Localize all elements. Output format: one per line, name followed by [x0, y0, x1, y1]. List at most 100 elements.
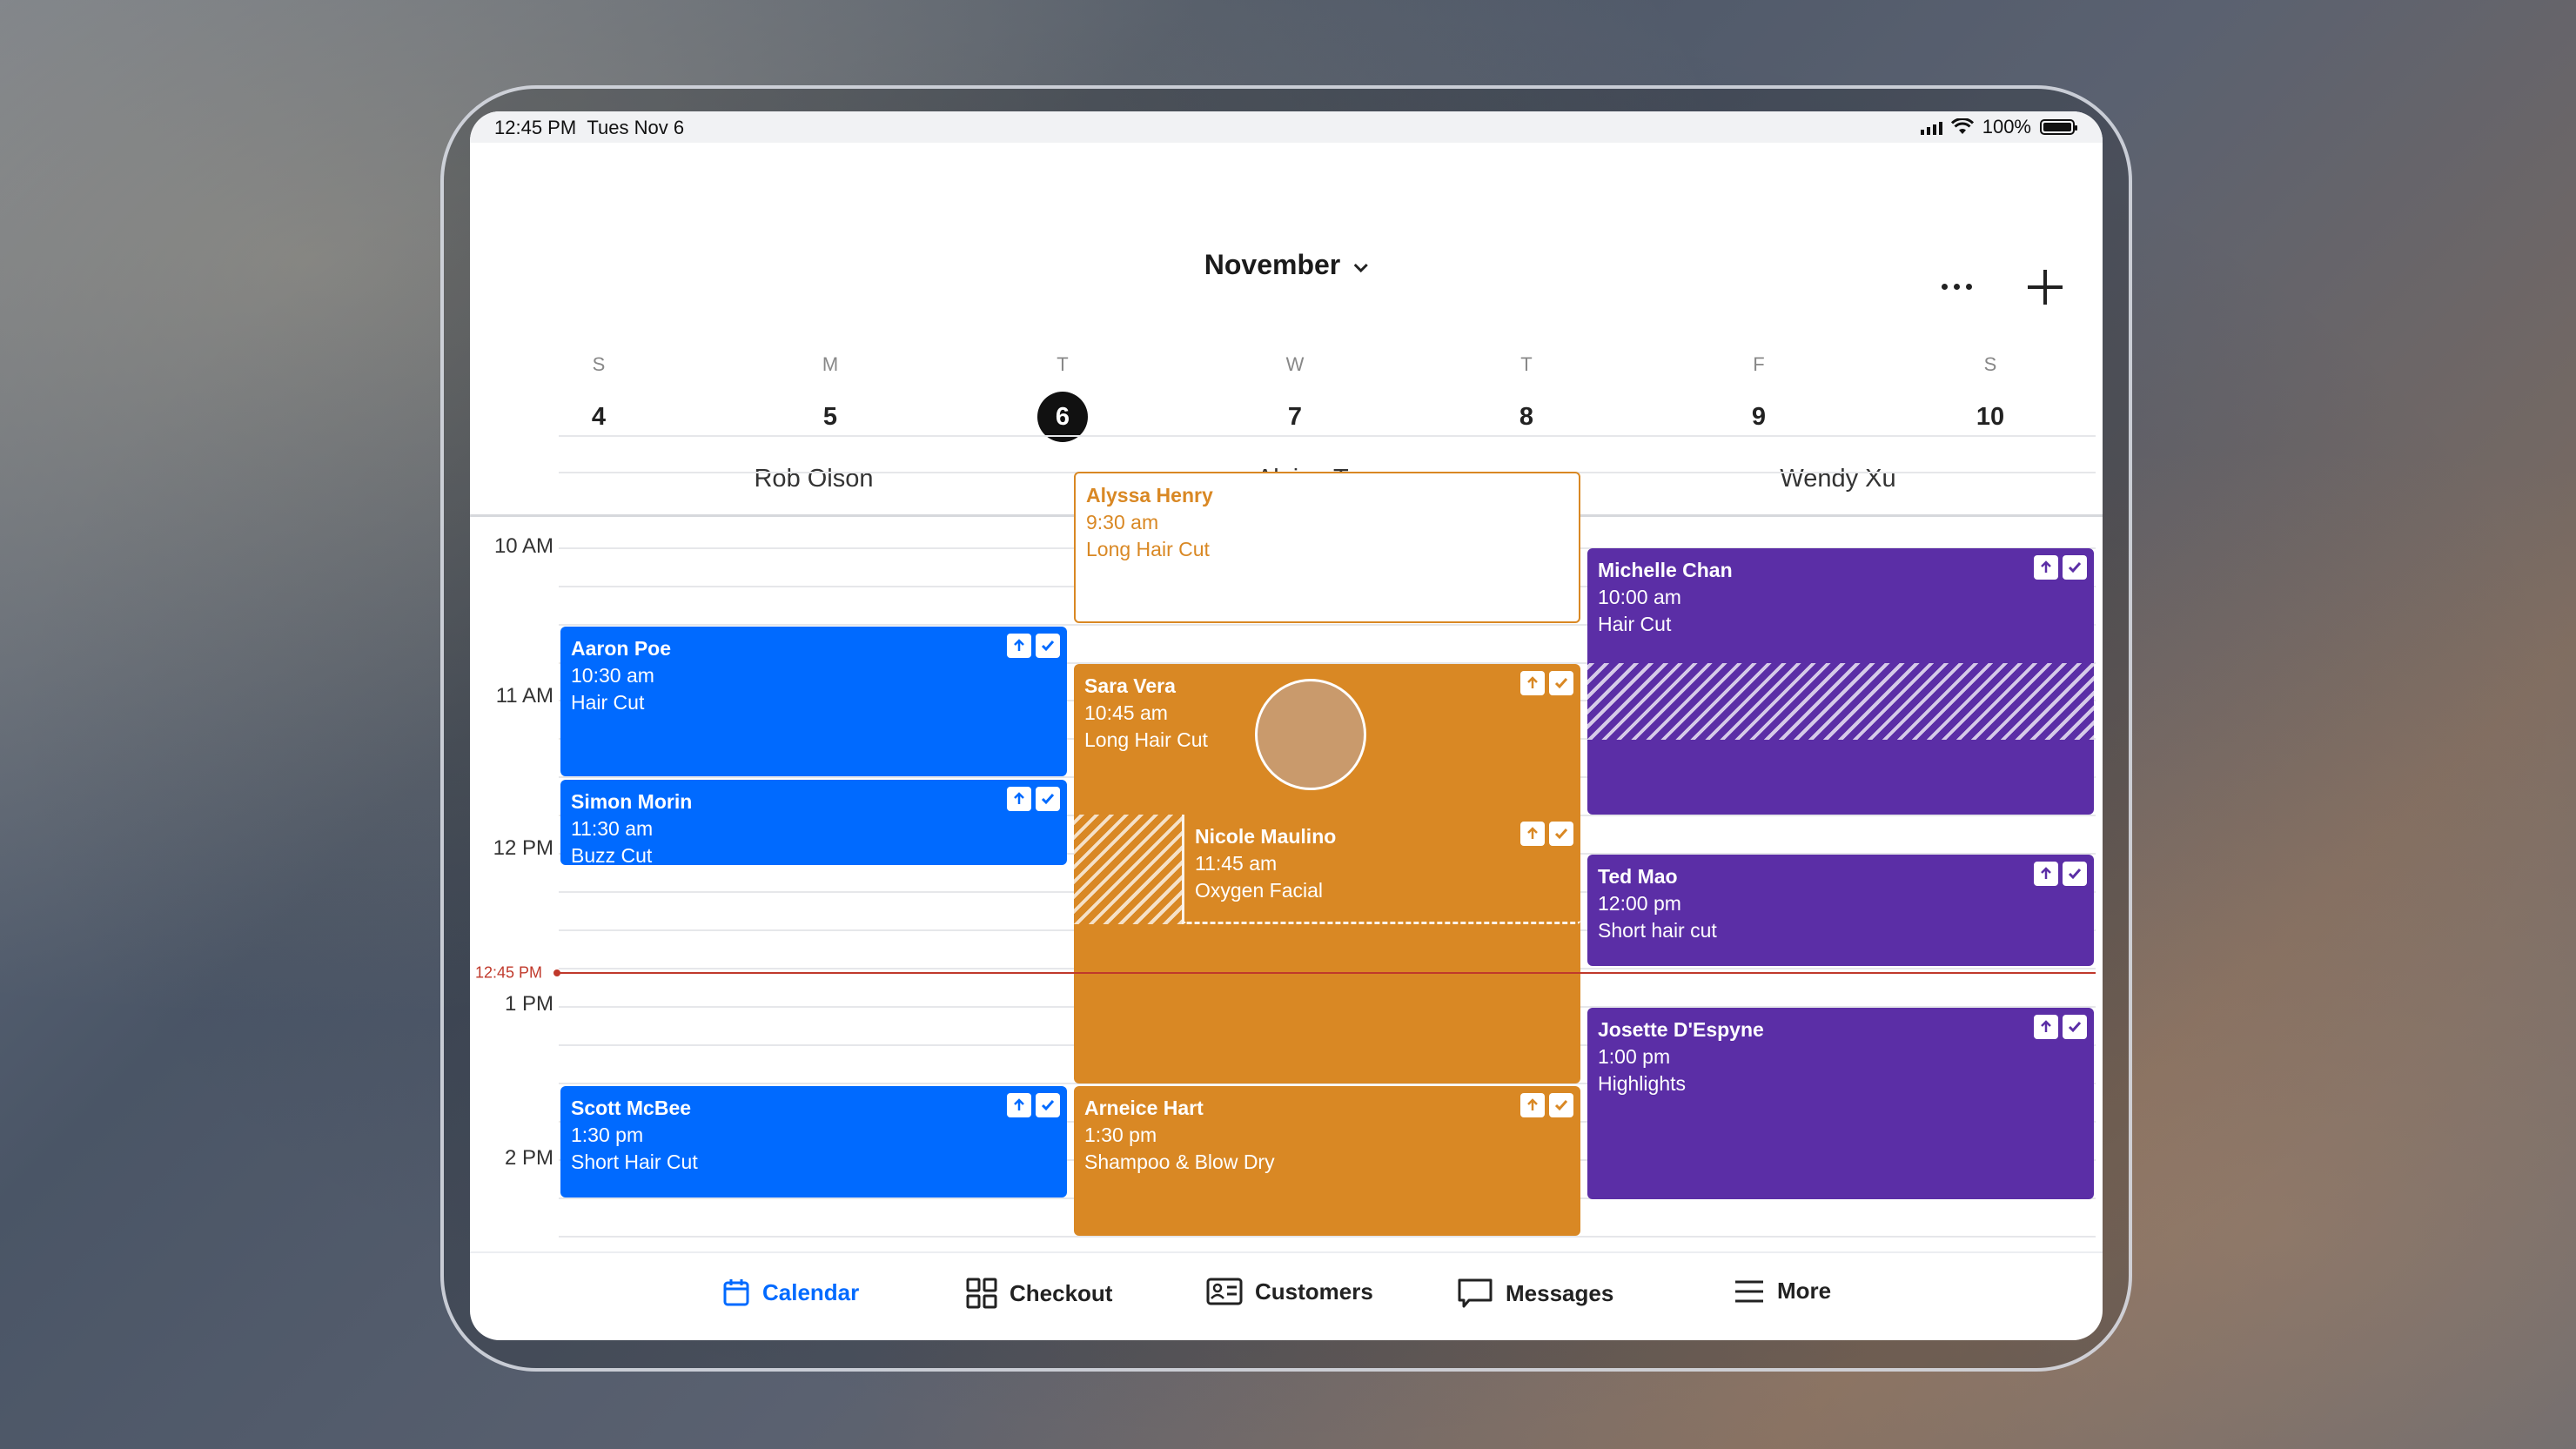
- service-name: Oxygen Facial: [1195, 879, 1324, 902]
- appointment-time: 1:00 pm: [1598, 1045, 1671, 1068]
- buffer-hatch: [1587, 663, 2094, 740]
- tab-customers[interactable]: Customers: [1206, 1278, 1373, 1305]
- appointment-card[interactable]: Alyssa Henry 9:30 am Long Hair Cut: [1074, 472, 1580, 623]
- check-icon[interactable]: [2063, 1015, 2087, 1039]
- grid-line: [559, 624, 2096, 626]
- tab-messages[interactable]: Messages: [1457, 1278, 1613, 1309]
- client-name: Sara Vera: [1084, 674, 1176, 697]
- appointment-time: 11:45 am: [1195, 852, 1278, 875]
- client-name: Michelle Chan: [1598, 559, 1733, 581]
- month-label: November: [1204, 249, 1341, 280]
- arrow-up-icon[interactable]: [1520, 671, 1545, 695]
- appointment-time: 12:00 pm: [1598, 892, 1681, 915]
- check-icon[interactable]: [1036, 1093, 1060, 1117]
- client-name: Josette D'Espyne: [1598, 1018, 1764, 1041]
- check-icon[interactable]: [2063, 862, 2087, 886]
- appointment-time: 10:45 am: [1084, 701, 1168, 724]
- grid-line: [559, 435, 2096, 437]
- appointment-card[interactable]: Nicole Maulino 11:45 am Oxygen Facial: [1182, 815, 1580, 924]
- tab-checkout[interactable]: Checkout: [966, 1278, 1112, 1309]
- battery-percent: 100%: [1982, 116, 2031, 138]
- add-appointment-button[interactable]: [2028, 270, 2063, 305]
- contact-card-icon: [1206, 1278, 1243, 1305]
- client-name: Arneice Hart: [1084, 1097, 1204, 1119]
- client-name: Simon Morin: [571, 790, 693, 813]
- client-avatar: [1255, 679, 1366, 790]
- arrow-up-icon[interactable]: [1007, 634, 1031, 658]
- battery-icon: [2040, 119, 2077, 135]
- arrow-up-icon[interactable]: [1007, 787, 1031, 811]
- tab-label: Messages: [1506, 1279, 1614, 1306]
- day-letter: M: [822, 353, 839, 375]
- tab-calendar[interactable]: Calendar: [722, 1278, 859, 1307]
- buffer-hatch: [1074, 815, 1182, 924]
- hour-label: 11 AM: [495, 684, 553, 708]
- check-icon[interactable]: [1036, 787, 1060, 811]
- appointment-card[interactable]: Simon Morin 11:30 am Buzz Cut: [560, 780, 1067, 865]
- check-icon[interactable]: [1549, 671, 1573, 695]
- check-icon[interactable]: [1549, 1093, 1573, 1117]
- more-options-icon[interactable]: [1942, 284, 1972, 290]
- bottom-tab-bar: Calendar Checkout Customers Messages Mor…: [470, 1251, 2103, 1340]
- arrow-up-icon[interactable]: [1520, 1093, 1545, 1117]
- tab-label: Calendar: [762, 1278, 860, 1305]
- service-name: Buzz Cut: [571, 844, 653, 865]
- appointment-card[interactable]: Ted Mao 12:00 pm Short hair cut: [1587, 855, 2094, 966]
- current-time-dot: [553, 969, 560, 976]
- client-name: Ted Mao: [1598, 865, 1678, 888]
- day-letter: S: [592, 353, 606, 375]
- appointment-card[interactable]: Scott McBee 1:30 pm Short Hair Cut: [560, 1086, 1067, 1197]
- month-selector[interactable]: November: [1204, 249, 1369, 281]
- client-name: Scott McBee: [571, 1097, 692, 1119]
- grid-line: [559, 1236, 2096, 1238]
- day-letter: T: [1057, 353, 1069, 375]
- check-icon[interactable]: [2063, 555, 2087, 580]
- appointment-card[interactable]: Arneice Hart 1:30 pm Shampoo & Blow Dry: [1074, 1086, 1580, 1236]
- hour-label: 2 PM: [504, 1146, 553, 1170]
- day-letter: T: [1520, 353, 1533, 375]
- arrow-up-icon[interactable]: [1007, 1093, 1031, 1117]
- cellular-signal-icon: [1920, 119, 1942, 135]
- day-letter: W: [1285, 353, 1305, 375]
- client-name: Alyssa Henry: [1086, 484, 1213, 506]
- check-icon[interactable]: [1036, 634, 1060, 658]
- status-bar: 12:45 PM Tues Nov 6 100%: [470, 111, 2103, 143]
- calendar-header: [470, 143, 2103, 517]
- hour-label: 1 PM: [504, 992, 553, 1016]
- grid-line: [559, 662, 2096, 664]
- staff-column-header[interactable]: Wendy Xu: [1780, 465, 1896, 493]
- day-sat-10[interactable]: S 10: [1955, 353, 2025, 442]
- message-icon: [1458, 1278, 1493, 1308]
- service-name: Long Hair Cut: [1086, 538, 1210, 560]
- service-name: Short hair cut: [1598, 919, 1717, 942]
- appointment-time: 9:30 am: [1086, 511, 1159, 533]
- day-number: 9: [1751, 403, 1767, 431]
- day-number: 10: [1976, 403, 2005, 431]
- appointment-card[interactable]: Josette D'Espyne 1:00 pm Highlights: [1587, 1008, 2094, 1199]
- check-icon[interactable]: [1549, 822, 1573, 846]
- tab-label: More: [1777, 1278, 1832, 1304]
- tab-label: Customers: [1255, 1278, 1373, 1305]
- service-name: Hair Cut: [1598, 613, 1672, 635]
- calendar-icon: [723, 1279, 749, 1306]
- day-number: 8: [1519, 403, 1534, 431]
- tab-more[interactable]: More: [1734, 1278, 1831, 1305]
- appointment-time: 1:30 pm: [1084, 1124, 1157, 1146]
- day-number: 6: [1037, 392, 1088, 442]
- service-name: Hair Cut: [571, 691, 645, 714]
- appointment-card[interactable]: Aaron Poe 10:30 am Hair Cut: [560, 627, 1067, 776]
- status-time: 12:45 PM Tues Nov 6: [494, 117, 685, 138]
- client-name: Aaron Poe: [571, 637, 672, 660]
- arrow-up-icon[interactable]: [2034, 1015, 2058, 1039]
- arrow-up-icon[interactable]: [2034, 555, 2058, 580]
- arrow-up-icon[interactable]: [2034, 862, 2058, 886]
- arrow-up-icon[interactable]: [1520, 822, 1545, 846]
- staff-column-header[interactable]: Rob Olson: [754, 465, 874, 493]
